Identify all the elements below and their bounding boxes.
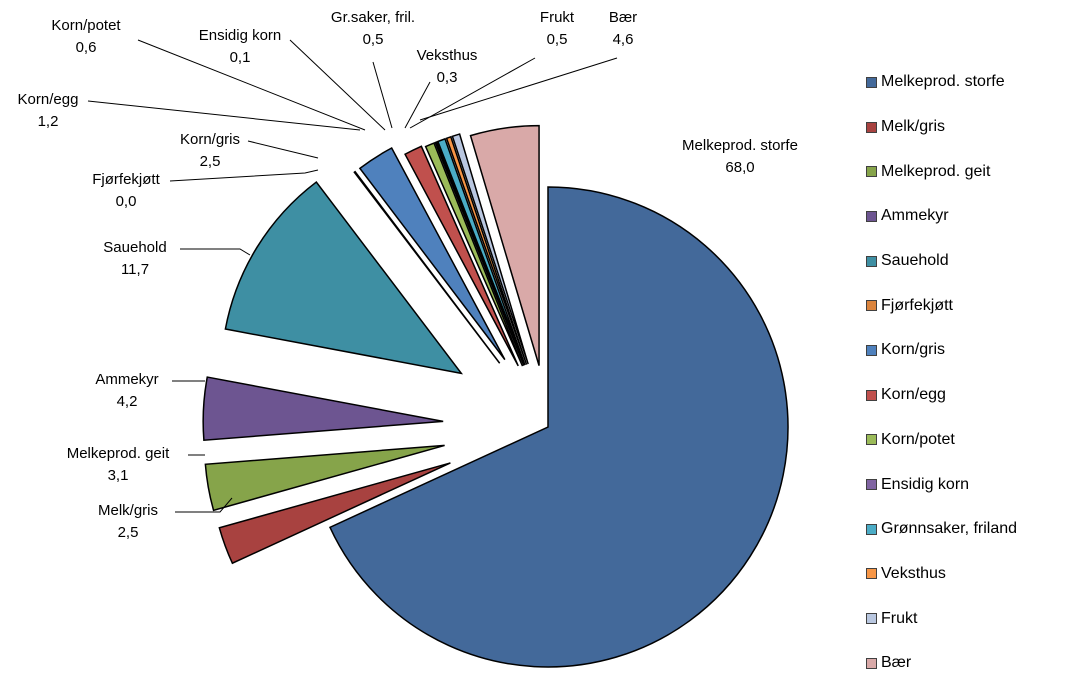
pie-slice bbox=[436, 137, 526, 366]
legend-label: Korn/egg bbox=[881, 386, 946, 404]
slice-label-name: Ammekyr bbox=[95, 371, 158, 388]
pie-slice bbox=[404, 145, 519, 367]
legend-swatch bbox=[866, 568, 877, 580]
legend-item: Grønnsaker, friland bbox=[866, 507, 1088, 552]
legend-label: Melkeprod. geit bbox=[881, 162, 991, 180]
slice-label-name: Fjørfekjøtt bbox=[92, 171, 160, 188]
slice-label-value: 2,5 bbox=[118, 524, 139, 541]
slice-label-value: 3,1 bbox=[108, 467, 129, 484]
legend-label: Melk/gris bbox=[881, 118, 946, 136]
legend-item: Melkeprod. geit bbox=[866, 149, 1088, 194]
legend-item: Ammekyr bbox=[866, 194, 1088, 239]
legend-swatch bbox=[866, 121, 877, 133]
legend-item: Frukt bbox=[866, 596, 1088, 641]
legend-swatch bbox=[866, 344, 877, 356]
slice-label-value: 0,6 bbox=[76, 39, 97, 56]
pie-slice bbox=[469, 124, 540, 366]
slice-label-name: Ensidig korn bbox=[199, 27, 282, 44]
leader-line bbox=[180, 248, 251, 256]
leader-line bbox=[372, 61, 393, 129]
leader-line bbox=[419, 57, 618, 121]
legend-label: Veksthus bbox=[881, 564, 946, 582]
slice-label-value: 0,5 bbox=[363, 31, 384, 48]
slice-label-name: Melkeprod. storfe bbox=[682, 137, 798, 154]
pie-slice bbox=[224, 181, 464, 375]
legend-item: Korn/gris bbox=[866, 328, 1088, 373]
leader-line bbox=[247, 140, 319, 159]
leader-line bbox=[137, 39, 366, 131]
pie-chart: Melkeprod. storfe 68,0 Melk/gris 2,5 Melkepr… bbox=[18, 9, 798, 668]
slice-label-value: 1,2 bbox=[38, 113, 59, 130]
legend-item: Veksthus bbox=[866, 552, 1088, 597]
legend-swatch bbox=[866, 76, 877, 88]
leader-line bbox=[175, 497, 233, 513]
legend-swatch bbox=[866, 255, 877, 267]
legend-item: Fjørfekjøtt bbox=[866, 283, 1088, 328]
slice-label-value: 11,7 bbox=[121, 261, 149, 278]
legend-swatch bbox=[866, 389, 877, 401]
slice-label-name: Veksthus bbox=[417, 47, 478, 64]
slice-label-value: 4,6 bbox=[613, 31, 634, 48]
slice-label-name: Korn/gris bbox=[180, 131, 240, 148]
slice-label-value: 0,1 bbox=[230, 49, 251, 66]
legend-label: Melkeprod. storfe bbox=[881, 73, 1005, 91]
legend-item: Korn/egg bbox=[866, 373, 1088, 418]
slice-label-value: 68,0 bbox=[725, 159, 754, 176]
pie-slice bbox=[202, 376, 444, 442]
leader-line bbox=[289, 39, 386, 131]
slice-label-name: Sauehold bbox=[103, 239, 166, 256]
pie-slice bbox=[445, 135, 528, 365]
legend-item: Ensidig korn bbox=[866, 462, 1088, 507]
leader-line bbox=[169, 169, 319, 182]
legend-label: Fjørfekjøtt bbox=[881, 296, 953, 314]
chart-legend: Melkeprod. storfe Melk/gris Melkeprod. gei… bbox=[866, 60, 1088, 686]
legend-item: Sauehold bbox=[866, 239, 1088, 284]
pie-slice bbox=[451, 133, 529, 365]
pie-slice bbox=[434, 140, 525, 366]
legend-swatch bbox=[866, 210, 877, 222]
pie-slices bbox=[202, 124, 789, 668]
pie-slice bbox=[353, 170, 501, 364]
legend-swatch bbox=[866, 479, 877, 491]
pie-slice bbox=[218, 462, 451, 565]
legend-item: Bær bbox=[866, 641, 1088, 686]
legend-swatch bbox=[866, 166, 877, 178]
pie-slice bbox=[424, 142, 524, 367]
leader-lines bbox=[87, 39, 618, 513]
slice-label-name: Frukt bbox=[540, 9, 575, 26]
legend-label: Korn/potet bbox=[881, 430, 955, 448]
legend-item: Melkeprod. storfe bbox=[866, 60, 1088, 105]
slice-label-name: Bær bbox=[609, 9, 637, 26]
slice-label-value: 2,5 bbox=[200, 153, 221, 170]
legend-label: Ensidig korn bbox=[881, 475, 970, 493]
slice-label-name: Korn/egg bbox=[18, 91, 79, 108]
pie-slice bbox=[204, 444, 445, 512]
legend-swatch bbox=[866, 613, 877, 625]
legend-label: Bær bbox=[881, 654, 912, 672]
legend-swatch bbox=[866, 300, 877, 312]
legend-label: Korn/gris bbox=[881, 341, 946, 359]
slice-label-value: 0,3 bbox=[437, 69, 458, 86]
slice-label-name: Gr.saker, fril. bbox=[331, 9, 415, 26]
leader-line bbox=[404, 81, 431, 129]
slice-labels: Melkeprod. storfe 68,0 Melk/gris 2,5 Melkepr… bbox=[18, 9, 798, 541]
slice-label-value: 4,2 bbox=[117, 393, 138, 410]
pie-slice bbox=[358, 146, 506, 361]
slice-label-value: 0,0 bbox=[116, 193, 137, 210]
legend-label: Grønnsaker, friland bbox=[881, 520, 1018, 538]
legend-label: Frukt bbox=[881, 609, 918, 627]
legend-label: Ammekyr bbox=[881, 207, 949, 225]
slice-label-value: 0,5 bbox=[547, 31, 568, 48]
slice-label-name: Melk/gris bbox=[98, 502, 158, 519]
legend-swatch bbox=[866, 523, 877, 535]
slice-label-name: Melkeprod. geit bbox=[67, 445, 170, 462]
legend-item: Melk/gris bbox=[866, 105, 1088, 150]
pie-slice bbox=[328, 186, 789, 668]
legend-swatch bbox=[866, 657, 877, 669]
legend-item: Korn/potet bbox=[866, 418, 1088, 463]
legend-swatch bbox=[866, 434, 877, 446]
slice-label-name: Korn/potet bbox=[51, 17, 121, 34]
legend-label: Sauehold bbox=[881, 252, 949, 270]
leader-line bbox=[87, 100, 361, 131]
